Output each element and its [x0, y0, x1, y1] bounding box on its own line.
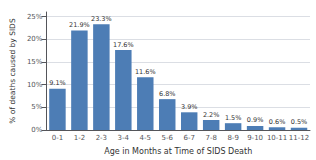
- svg-text:6.8%: 6.8%: [159, 90, 176, 98]
- svg-text:9-10: 9-10: [247, 134, 263, 142]
- svg-text:3-4: 3-4: [118, 134, 130, 142]
- svg-text:10-11: 10-11: [267, 134, 287, 142]
- svg-text:4-5: 4-5: [140, 134, 151, 142]
- svg-text:2-3: 2-3: [96, 134, 107, 142]
- svg-text:15%: 15%: [27, 58, 43, 66]
- svg-text:1-2: 1-2: [74, 134, 85, 142]
- svg-text:8-9: 8-9: [227, 134, 238, 142]
- svg-text:Age in Months at Time of SIDS: Age in Months at Time of SIDS Death: [104, 147, 252, 156]
- svg-text:3.9%: 3.9%: [181, 103, 198, 111]
- svg-text:6-7: 6-7: [183, 134, 194, 142]
- svg-text:7-8: 7-8: [205, 134, 216, 142]
- svg-text:9.1%: 9.1%: [49, 79, 66, 87]
- svg-text:23.3%: 23.3%: [91, 15, 112, 23]
- svg-text:5-6: 5-6: [162, 134, 174, 142]
- svg-text:% of deaths caused by SIDS: % of deaths caused by SIDS: [8, 18, 17, 124]
- svg-text:0.5%: 0.5%: [291, 118, 308, 126]
- svg-text:25%: 25%: [27, 13, 43, 21]
- svg-text:10%: 10%: [27, 81, 43, 89]
- svg-text:0.6%: 0.6%: [269, 118, 286, 126]
- svg-text:20%: 20%: [27, 35, 43, 43]
- svg-text:2.2%: 2.2%: [203, 111, 220, 119]
- svg-text:0%: 0%: [31, 126, 42, 134]
- svg-text:1.5%: 1.5%: [225, 114, 242, 122]
- svg-text:17.6%: 17.6%: [113, 41, 134, 49]
- svg-text:11.6%: 11.6%: [135, 68, 156, 76]
- svg-text:5%: 5%: [31, 103, 42, 111]
- svg-text:21.9%: 21.9%: [69, 21, 90, 29]
- svg-text:11-12: 11-12: [289, 134, 309, 142]
- svg-text:0-1: 0-1: [52, 134, 63, 142]
- svg-text:0.9%: 0.9%: [247, 116, 264, 124]
